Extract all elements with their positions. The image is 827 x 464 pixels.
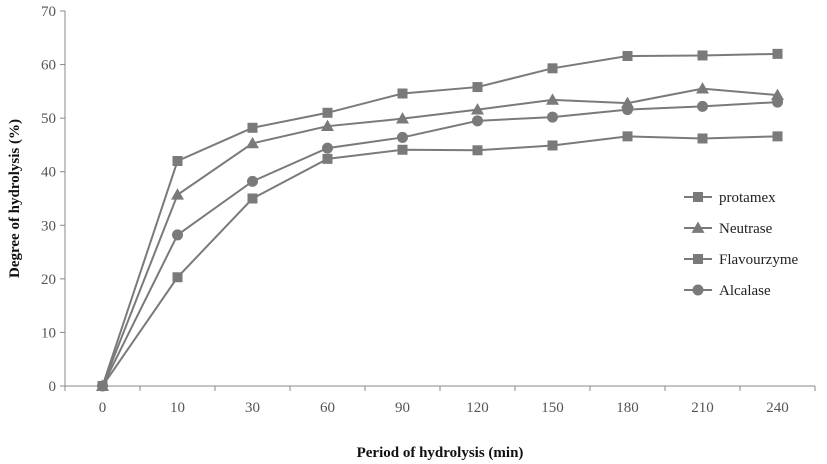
- x-tick-label: 90: [395, 400, 410, 416]
- x-tick-label: 0: [99, 400, 107, 416]
- legend: protamex Neutrase Flavourzyme Alcalase: [684, 190, 798, 299]
- data-point: [472, 145, 483, 156]
- data-point: [172, 156, 183, 166]
- data-point: [397, 131, 408, 143]
- y-tick-label: 10: [41, 325, 56, 341]
- data-point: [772, 131, 783, 142]
- data-point: [622, 104, 633, 116]
- x-tick-label: 120: [466, 400, 489, 416]
- data-point: [471, 103, 484, 115]
- y-tick-label: 0: [49, 379, 57, 395]
- y-tick-label: 20: [41, 272, 56, 288]
- data-point: [97, 380, 108, 392]
- y-axis-title: Degree of hydrolysis (%): [7, 119, 23, 278]
- axes: 0 10 20 30 40 50 60 70 0 10 30 60 90 120 150 180 210 240: [41, 4, 816, 416]
- data-point: [397, 88, 408, 99]
- x-tick-label: 180: [616, 400, 639, 416]
- series-line: [101, 52, 778, 387]
- data-point: [397, 144, 408, 155]
- legend-marker: [691, 221, 705, 233]
- data-point: [472, 115, 483, 127]
- data-point: [547, 111, 558, 123]
- legend-label: Flavourzyme: [719, 252, 798, 268]
- data-point: [697, 133, 708, 144]
- data-point: [322, 153, 333, 164]
- series-line: [101, 135, 778, 387]
- data-point: [472, 82, 483, 93]
- x-tick-label: 60: [320, 400, 335, 416]
- data-point: [697, 50, 708, 61]
- data-point: [172, 229, 183, 241]
- data-point: [322, 142, 333, 154]
- data-point: [396, 112, 409, 124]
- legend-marker: [693, 192, 703, 202]
- data-point: [172, 272, 183, 283]
- data-point: [247, 193, 258, 204]
- series-alcalase: [97, 96, 783, 392]
- data-point: [322, 107, 333, 118]
- x-tick-label: 210: [691, 400, 714, 416]
- y-tick-label: 50: [41, 111, 56, 127]
- series-protamex: [97, 48, 783, 391]
- legend-label: protamex: [719, 190, 776, 206]
- legend-label: Neutrase: [719, 221, 773, 237]
- data-point: [622, 51, 633, 61]
- data-point: [697, 100, 708, 112]
- data-point: [696, 82, 709, 94]
- y-tick-label: 40: [41, 165, 56, 181]
- x-tick-label: 240: [766, 400, 789, 416]
- data-point: [772, 96, 783, 108]
- data-point: [547, 63, 558, 74]
- legend-item: protamex: [684, 190, 776, 206]
- data-point: [321, 119, 334, 132]
- legend-label: Alcalase: [719, 283, 771, 299]
- data-point: [247, 175, 258, 187]
- x-tick-label: 150: [541, 400, 564, 416]
- data-point: [622, 131, 633, 142]
- data-point: [171, 188, 184, 200]
- legend-item: Alcalase: [684, 283, 771, 299]
- data-point: [771, 88, 784, 100]
- series-line: [101, 101, 778, 387]
- series-flavourzyme: [97, 131, 783, 391]
- legend-item: Neutrase: [684, 221, 773, 237]
- x-tick-label: 10: [170, 400, 185, 416]
- legend-marker: [693, 254, 703, 264]
- x-axis-title: Period of hydrolysis (min): [357, 445, 524, 461]
- legend-item: Flavourzyme: [684, 252, 798, 268]
- y-tick-label: 70: [41, 4, 56, 20]
- data-point: [546, 93, 559, 105]
- legend-marker: [692, 284, 704, 296]
- data-point: [247, 122, 258, 133]
- data-point: [772, 48, 783, 59]
- x-tick-label: 30: [245, 400, 260, 416]
- y-tick-label: 60: [41, 58, 56, 74]
- series-layer: [96, 48, 784, 392]
- data-point: [246, 136, 259, 149]
- series-line: [101, 87, 778, 387]
- data-point: [547, 140, 558, 151]
- y-tick-label: 30: [41, 218, 56, 234]
